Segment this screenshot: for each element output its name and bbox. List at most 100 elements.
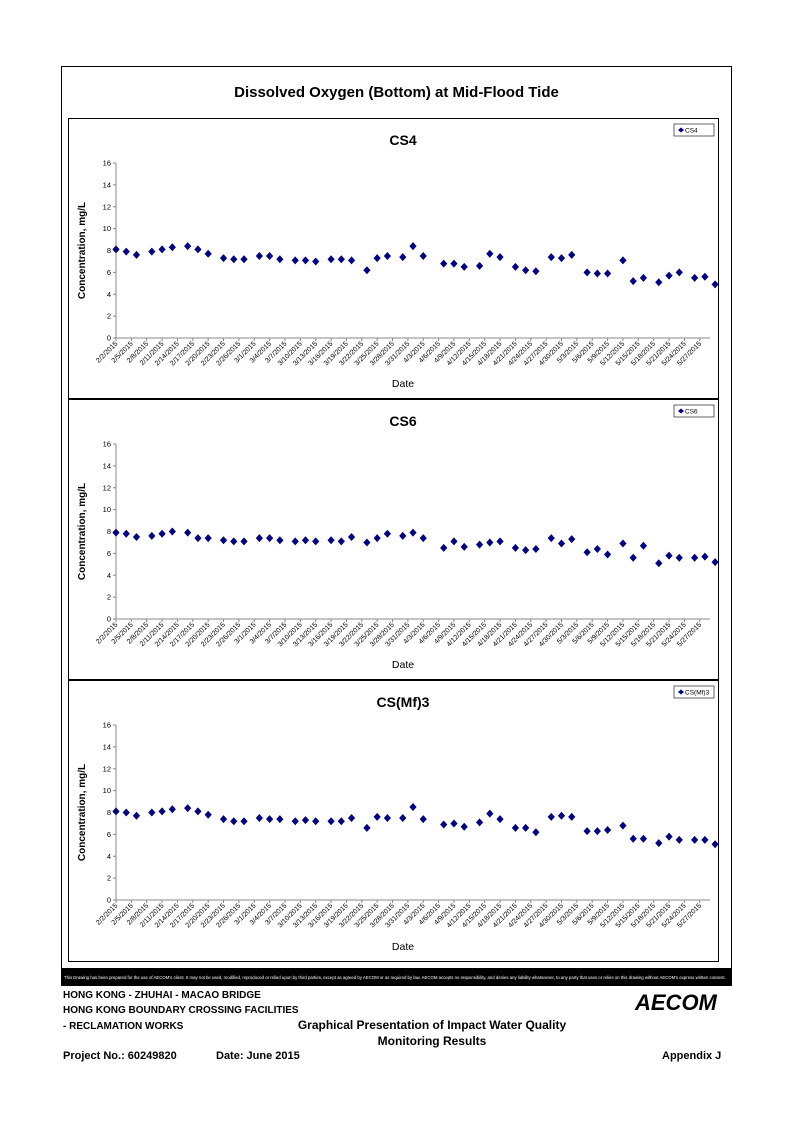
data-point [511, 823, 520, 832]
data-point [204, 534, 212, 543]
data-point [460, 542, 468, 551]
data-point [691, 553, 699, 562]
y-tick-label: 0 [107, 615, 111, 624]
data-point [158, 245, 166, 254]
data-point [112, 807, 120, 816]
data-point [148, 247, 156, 256]
data-point [603, 269, 612, 278]
data-point [399, 253, 407, 262]
data-point [639, 541, 648, 550]
data-point [629, 553, 637, 562]
data-point [347, 532, 356, 541]
data-point [132, 532, 141, 541]
data-point [363, 823, 371, 832]
data-point [312, 817, 320, 826]
project-line-3: - RECLAMATION WORKS [63, 1021, 184, 1032]
data-point [168, 527, 176, 536]
data-point [547, 534, 555, 543]
y-tick-label: 4 [107, 290, 111, 299]
y-tick-label: 8 [107, 246, 111, 255]
data-point [301, 256, 310, 265]
data-point [496, 537, 504, 546]
drawing-date: Date: June 2015 [216, 1050, 300, 1062]
data-point [240, 255, 248, 264]
data-point [291, 817, 299, 826]
data-point [383, 251, 391, 260]
data-point [327, 817, 335, 826]
data-point [194, 534, 202, 543]
data-point [337, 537, 345, 546]
y-tick-label: 6 [107, 268, 111, 277]
data-point [629, 834, 637, 843]
data-point [691, 273, 699, 282]
data-point [409, 242, 417, 251]
data-point [701, 552, 709, 561]
data-point [337, 255, 345, 264]
data-point [583, 268, 591, 277]
data-point [148, 808, 156, 817]
data-point [557, 539, 566, 548]
data-point [419, 815, 427, 824]
data-point [158, 807, 166, 816]
y-axis-label: Concentration, mg/L [77, 202, 88, 299]
data-point [266, 251, 274, 260]
aecom-logo: AECOM [635, 990, 717, 1015]
data-point [665, 832, 673, 841]
y-tick-label: 14 [103, 742, 111, 751]
data-point [184, 804, 192, 813]
data-point [511, 262, 520, 271]
data-point [255, 813, 263, 822]
y-tick-label: 16 [103, 159, 111, 168]
data-point [475, 818, 484, 827]
data-point [511, 543, 520, 552]
data-point [383, 529, 391, 538]
data-point [675, 553, 683, 562]
data-point [655, 839, 663, 848]
data-point [639, 834, 648, 843]
data-point [132, 250, 141, 259]
legend-box [673, 404, 715, 418]
data-point [291, 256, 299, 265]
data-point [266, 534, 274, 543]
data-point [522, 266, 530, 275]
data-point [701, 272, 709, 281]
data-point [184, 242, 192, 251]
y-tick-label: 10 [103, 505, 111, 514]
data-point [593, 827, 601, 836]
data-point [655, 559, 663, 568]
data-point [266, 815, 274, 824]
x-axis-label: Date [392, 659, 414, 671]
y-tick-label: 12 [103, 202, 111, 211]
y-tick-label: 2 [107, 593, 111, 602]
presentation-title-2: Monitoring Results [377, 1034, 487, 1048]
data-point [711, 280, 719, 289]
data-point [568, 535, 576, 544]
legend-box [673, 123, 715, 137]
drawing-frame [61, 66, 732, 969]
y-tick-label: 0 [107, 334, 111, 343]
data-point [603, 826, 612, 834]
y-axis-label: Concentration, mg/L [77, 764, 88, 861]
page-title: Dissolved Oxygen (Bottom) at Mid-Flood T… [234, 84, 559, 101]
y-tick-label: 10 [103, 224, 111, 233]
data-point [450, 537, 458, 546]
data-point [112, 245, 120, 254]
data-point [327, 536, 335, 545]
legend-box [673, 685, 715, 699]
data-point [655, 278, 663, 287]
data-point [619, 821, 627, 830]
data-point [568, 250, 576, 259]
data-point [675, 268, 683, 277]
data-point [158, 529, 166, 538]
data-point [373, 254, 381, 263]
chart-panel-border [68, 680, 719, 962]
data-point [557, 811, 566, 820]
chart-title: CS4 [389, 132, 416, 148]
data-point [373, 534, 381, 543]
chart-title: CS(Mf)3 [377, 694, 430, 710]
data-point [219, 254, 228, 263]
data-point [691, 835, 699, 844]
data-point [496, 815, 504, 824]
data-point [583, 548, 591, 557]
chart-panel-border [68, 399, 719, 680]
